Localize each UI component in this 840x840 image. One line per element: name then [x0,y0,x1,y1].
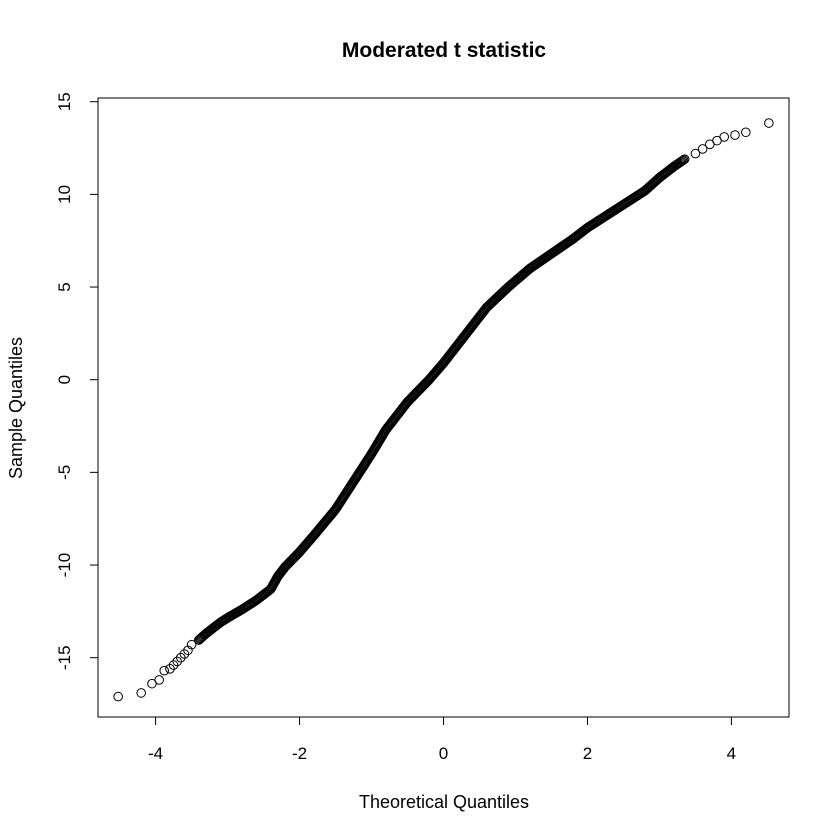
y-tick-label: 15 [55,92,74,111]
data-point [172,656,182,667]
data-point [183,645,193,656]
data-point [679,154,690,164]
data-point [690,148,701,159]
data-point [697,144,708,154]
y-tick-label: -5 [55,465,74,480]
data-point [136,688,146,698]
y-tick-label: -15 [55,645,74,670]
data-point [741,127,751,138]
y-tick-label: 10 [55,185,74,204]
data-point [159,665,170,676]
data-point [186,639,197,650]
data-point [113,691,123,702]
data-point [719,132,730,142]
data-point [676,156,687,167]
data-point [179,649,190,659]
x-axis: -4 -2 0 2 4 [148,716,736,763]
data-point [154,675,164,685]
y-tick-label: 5 [55,282,74,291]
data-point [678,155,689,165]
data-point [677,155,688,166]
data-point [730,130,740,140]
y-axis: -15 -10 -5 0 5 10 15 [55,92,99,670]
x-tick-label: 2 [583,744,592,763]
data-points [113,118,774,702]
data-point [168,660,179,670]
x-tick-label: -2 [292,744,307,763]
y-tick-label: -10 [55,553,74,578]
x-axis-label: Theoretical Quantiles [359,792,529,812]
chart-title: Moderated t statistic [342,39,547,62]
x-tick-label: 4 [727,744,736,763]
y-axis-label: Sample Quantiles [6,337,26,479]
data-point [764,118,774,128]
x-tick-label: 0 [439,744,448,763]
x-tick-label: -4 [148,744,163,763]
plot-frame [97,97,790,718]
data-point [175,652,186,663]
y-tick-label: 0 [55,375,74,384]
data-point [165,664,175,674]
